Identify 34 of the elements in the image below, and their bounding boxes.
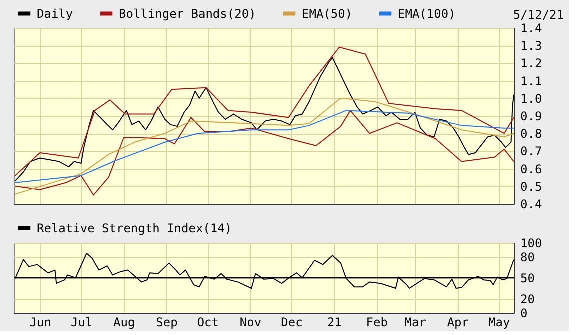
x-tick-label: Dec (281, 316, 303, 330)
x-tick-label: Jun (30, 316, 52, 330)
y-tick-label: 1.0 (520, 92, 542, 106)
y-tick-label: 1.3 (520, 39, 542, 54)
legend-label: Daily (37, 6, 74, 21)
legend-label: Bollinger Bands(20) (119, 6, 256, 21)
x-tick-label: Jul (70, 316, 93, 330)
x-tick-label: Mar (404, 316, 426, 330)
y-tick-label: 100 (520, 236, 542, 250)
x-tick-label: Sep (156, 316, 178, 330)
x-tick-label: 21 (327, 316, 342, 330)
x-tick-label: May (488, 316, 510, 330)
y-tick-label: 1.1 (520, 74, 542, 88)
y-tick-label: 0.6 (520, 162, 542, 176)
y-tick-label: 80 (520, 250, 535, 264)
x-tick-label: Apr (447, 316, 470, 330)
legend-label: EMA(100) (398, 6, 456, 21)
y-tick-label: 50 (520, 272, 535, 286)
y-tick-label: 0.9 (520, 110, 542, 124)
y-tick-label: 0 (520, 306, 528, 320)
x-tick-label: Nov (240, 316, 262, 330)
y-tick-label: 1.4 (520, 22, 542, 36)
x-tick-label: Oct (197, 316, 220, 330)
legend-label: EMA(50) (302, 6, 353, 21)
y-tick-label: 0.4 (520, 198, 542, 212)
y-tick-label: 0.5 (520, 180, 542, 194)
legend-label: Relative Strength Index(14) (37, 222, 232, 236)
y-tick-label: 0.7 (520, 144, 542, 159)
x-tick-label: Aug (114, 316, 136, 330)
y-tick-label: 1.2 (520, 56, 542, 71)
y-tick-label: 20 (520, 292, 535, 306)
x-tick-label: Feb (366, 316, 388, 330)
text: 5/12/21 (513, 8, 564, 22)
y-tick-label: 0.8 (520, 127, 542, 142)
